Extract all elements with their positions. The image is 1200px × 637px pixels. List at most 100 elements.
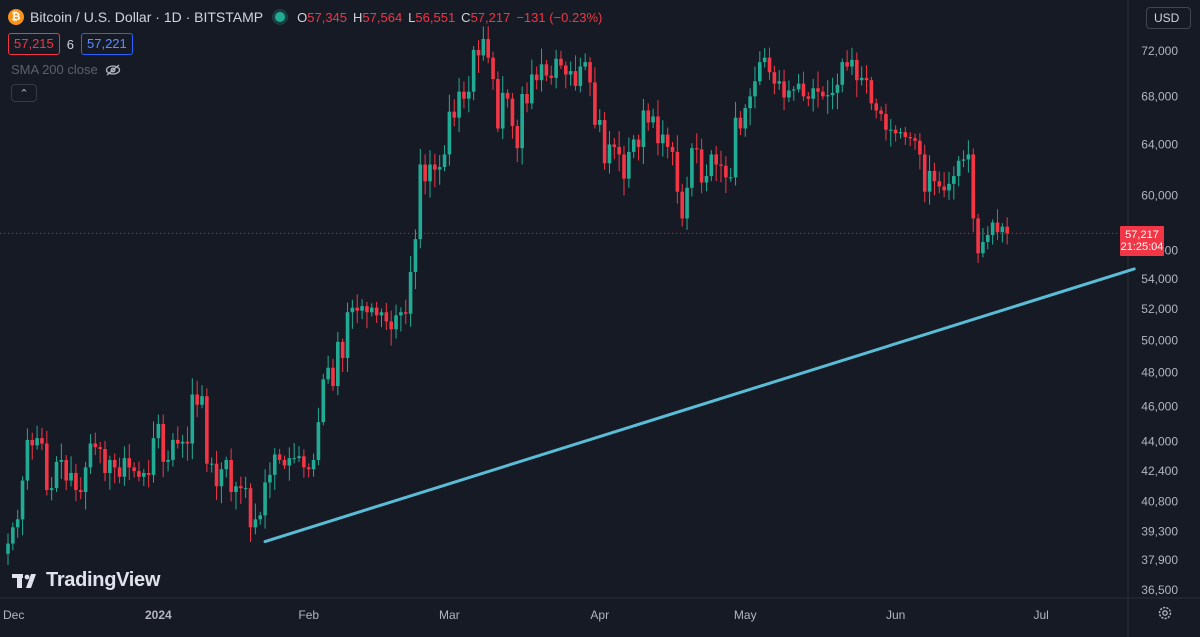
candle-body — [83, 467, 88, 492]
buy-button[interactable]: 57,221 — [81, 33, 133, 55]
candle-body — [214, 463, 219, 487]
candle-body — [340, 341, 345, 358]
candle-body — [719, 164, 723, 166]
candle-body — [500, 92, 505, 129]
y-tick-label: 52,000 — [1141, 302, 1178, 316]
currency-select[interactable]: USD — [1146, 7, 1191, 29]
candle-body — [69, 472, 73, 481]
chevron-up-icon: ⌃ — [19, 87, 29, 100]
candle-body — [447, 111, 452, 155]
candle-body — [137, 471, 141, 477]
candle-body — [190, 394, 195, 444]
candle-body — [394, 315, 398, 330]
candle-body — [976, 218, 980, 254]
candle-body — [234, 486, 238, 492]
candle-body — [98, 447, 102, 449]
candle-body — [408, 271, 413, 314]
candle-body — [627, 151, 631, 179]
candle-body — [932, 170, 937, 182]
candle-body — [563, 65, 568, 75]
candle-body — [122, 458, 127, 477]
candle-body — [534, 74, 539, 81]
candle-body — [665, 134, 670, 147]
indicator-legend[interactable]: SMA 200 close — [11, 62, 121, 77]
x-tick-label: Jun — [886, 608, 905, 622]
candle-body — [316, 422, 321, 460]
candle-body — [403, 312, 408, 314]
y-tick-label: 54,000 — [1141, 272, 1178, 286]
ohlc-values: O57,345 H57,564 L56,551 C57,217 −131 (−0… — [297, 10, 602, 25]
candle-body — [791, 89, 796, 91]
candle-body — [306, 467, 311, 470]
candle-body — [59, 459, 64, 462]
candle-body — [25, 439, 30, 481]
candle-body — [743, 108, 748, 129]
candle-body — [602, 120, 607, 164]
candle-body — [423, 164, 427, 182]
candle-body — [462, 91, 466, 99]
candle-body — [879, 110, 883, 115]
candle-body — [840, 62, 845, 85]
open-value: 57,345 — [307, 9, 348, 25]
candle-body — [709, 154, 714, 177]
candle-body — [1005, 226, 1009, 234]
candle-body — [573, 71, 578, 86]
candle-body — [243, 488, 248, 490]
candle-body — [132, 467, 136, 472]
y-tick-label: 42,400 — [1141, 464, 1178, 478]
candle-body — [496, 79, 500, 129]
candle-body — [442, 154, 447, 168]
candle-body — [263, 482, 267, 516]
candle-body — [224, 459, 229, 470]
candle-body — [268, 474, 272, 483]
candle-body — [88, 443, 93, 468]
candle-body — [971, 154, 976, 219]
candle-body — [578, 66, 583, 86]
y-tick-label: 40,800 — [1141, 495, 1178, 509]
candle-body — [11, 527, 15, 544]
candle-body — [15, 519, 20, 528]
candle-body — [990, 222, 995, 235]
candle-body — [452, 111, 457, 118]
candle-body — [850, 59, 854, 67]
candle-body — [593, 82, 597, 125]
collapse-legend-button[interactable]: ⌃ — [11, 84, 37, 102]
candle-body — [428, 164, 432, 182]
close-label: C — [461, 9, 471, 25]
candle-body — [559, 58, 563, 66]
sell-button[interactable]: 57,215 — [8, 33, 60, 55]
trade-prices: 57,215 6 57,221 — [8, 33, 133, 55]
y-tick-label: 48,000 — [1141, 366, 1178, 380]
change-value: −131 (−0.23%) — [516, 9, 603, 25]
candle-body — [20, 480, 25, 520]
y-tick-label: 60,000 — [1141, 189, 1178, 203]
candle-body — [272, 454, 277, 475]
candle-body — [78, 490, 83, 492]
symbol-title[interactable]: Bitcoin / U.S. Dollar · 1D · BITSTAMP — [30, 9, 264, 25]
candle-body — [413, 239, 418, 272]
candle-body — [142, 472, 146, 477]
candle-body — [758, 62, 762, 82]
tradingview-watermark: TradingView — [12, 569, 160, 592]
candle-body — [433, 164, 437, 170]
candle-body — [636, 139, 641, 147]
candle-body — [699, 149, 704, 183]
eye-hidden-icon[interactable] — [105, 64, 121, 76]
candle-body — [782, 81, 786, 98]
candle-body — [539, 64, 544, 81]
candle-body — [336, 341, 340, 387]
watermark-text: TradingView — [46, 569, 161, 591]
gear-icon[interactable] — [1157, 605, 1173, 621]
candle-body — [530, 74, 534, 104]
close-value: 57,217 — [470, 9, 511, 25]
candle-body — [345, 312, 350, 358]
candle-body — [156, 423, 161, 439]
candle-body — [874, 103, 879, 111]
candle-body — [399, 312, 403, 316]
candle-body — [981, 241, 985, 254]
candle-body — [229, 459, 233, 492]
candle-body — [282, 459, 287, 466]
candle-body — [379, 312, 384, 316]
indicator-name: SMA 200 close — [11, 62, 98, 77]
